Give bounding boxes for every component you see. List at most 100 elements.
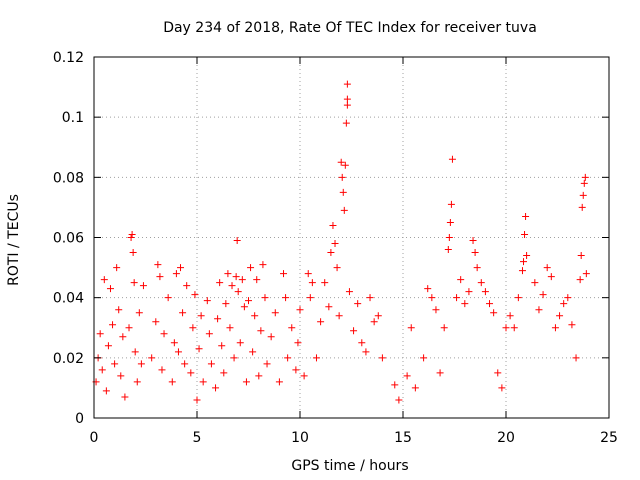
roti-point <box>523 252 531 260</box>
roti-point <box>327 249 335 257</box>
roti-point <box>556 312 564 320</box>
roti-point <box>263 360 271 368</box>
roti-point <box>551 324 559 332</box>
y-tick-label: 0.08 <box>53 170 84 186</box>
roti-point <box>461 300 469 308</box>
roti-point <box>203 297 211 305</box>
roti-point <box>477 279 485 287</box>
roti-point <box>582 270 590 278</box>
roti-point <box>125 324 133 332</box>
roti-point <box>135 309 143 317</box>
roti-point <box>181 360 189 368</box>
roti-point <box>333 264 341 272</box>
roti-point <box>331 240 339 248</box>
roti-point <box>98 366 106 374</box>
roti-point <box>117 372 125 380</box>
roti-point <box>560 300 568 308</box>
roti-point <box>494 369 502 377</box>
roti-point <box>238 276 246 284</box>
roti-point <box>115 306 123 314</box>
roti-point <box>490 309 498 317</box>
roti-point <box>469 237 477 245</box>
roti-point <box>350 327 358 335</box>
roti-point <box>271 309 279 317</box>
roti-point <box>230 354 238 362</box>
roti-point <box>100 276 108 284</box>
roti-point <box>214 315 222 323</box>
roti-point <box>240 303 248 311</box>
roti-point <box>581 173 589 181</box>
y-tick-label: 0.04 <box>53 291 84 307</box>
roti-point <box>280 270 288 278</box>
roti-point <box>345 288 353 296</box>
roti-point <box>207 360 215 368</box>
x-tick-label: 25 <box>600 430 618 446</box>
y-tick-label: 0.02 <box>53 351 84 367</box>
roti-point <box>576 276 584 284</box>
roti-point <box>212 384 220 392</box>
roti-point <box>233 237 241 245</box>
roti-point <box>337 158 345 166</box>
roti-point <box>362 348 370 356</box>
roti-point <box>440 324 448 332</box>
roti-point <box>343 95 351 103</box>
roti-point <box>259 261 267 269</box>
roti-point <box>312 354 320 362</box>
roti-point <box>119 333 127 341</box>
roti-point <box>522 212 530 220</box>
roti-point <box>366 294 374 302</box>
roti-point <box>411 384 419 392</box>
roti-point <box>222 300 230 308</box>
roti-point <box>127 234 135 241</box>
roti-point <box>543 264 551 272</box>
roti-point <box>152 318 160 326</box>
roti-point <box>236 339 244 347</box>
roti-point <box>539 291 547 299</box>
roti-point <box>96 330 104 338</box>
roti-point <box>164 294 172 302</box>
roti-point <box>104 342 112 350</box>
roti-point <box>247 264 255 272</box>
roti-point <box>502 324 510 332</box>
roti-point <box>253 276 261 284</box>
roti-point <box>428 294 436 302</box>
roti-point <box>197 312 205 320</box>
roti-point <box>232 273 240 281</box>
roti-point <box>465 288 473 296</box>
roti-point <box>321 279 329 287</box>
roti-point <box>481 288 489 296</box>
roti-point <box>329 221 337 229</box>
roti-point <box>448 155 456 163</box>
roti-point <box>205 330 213 338</box>
roti-point <box>139 282 147 290</box>
roti-point <box>535 306 543 314</box>
roti-point <box>436 369 444 377</box>
roti-point <box>109 321 117 329</box>
roti-point <box>220 369 228 377</box>
roti-point <box>284 354 292 362</box>
roti-point <box>432 306 440 314</box>
roti-point <box>420 354 428 362</box>
roti-point <box>338 173 346 181</box>
roti-point <box>218 342 226 350</box>
roti-point <box>510 324 518 332</box>
y-axis-label: ROTI / TECUs <box>6 194 22 286</box>
roti-point <box>343 80 351 88</box>
roti-point <box>255 372 263 380</box>
chart-title: Day 234 of 2018, Rate Of TEC Index for r… <box>163 20 537 36</box>
roti-point <box>242 378 250 386</box>
roti-point <box>547 273 555 281</box>
roti-point <box>453 294 461 302</box>
y-tick-label: 0 <box>75 411 84 427</box>
roti-point <box>518 267 526 275</box>
axes: 0 0.02 0.04 0.06 0.08 0.1 0.12 0 5 10 15 20 25 <box>53 50 618 446</box>
roti-point <box>520 258 528 266</box>
roti-point <box>473 264 481 272</box>
roti-point <box>506 312 514 320</box>
roti-point <box>486 300 494 308</box>
roti-point <box>179 309 187 317</box>
roti-point <box>471 249 479 257</box>
y-tick-label: 0.12 <box>53 50 84 66</box>
roti-point <box>335 312 343 320</box>
